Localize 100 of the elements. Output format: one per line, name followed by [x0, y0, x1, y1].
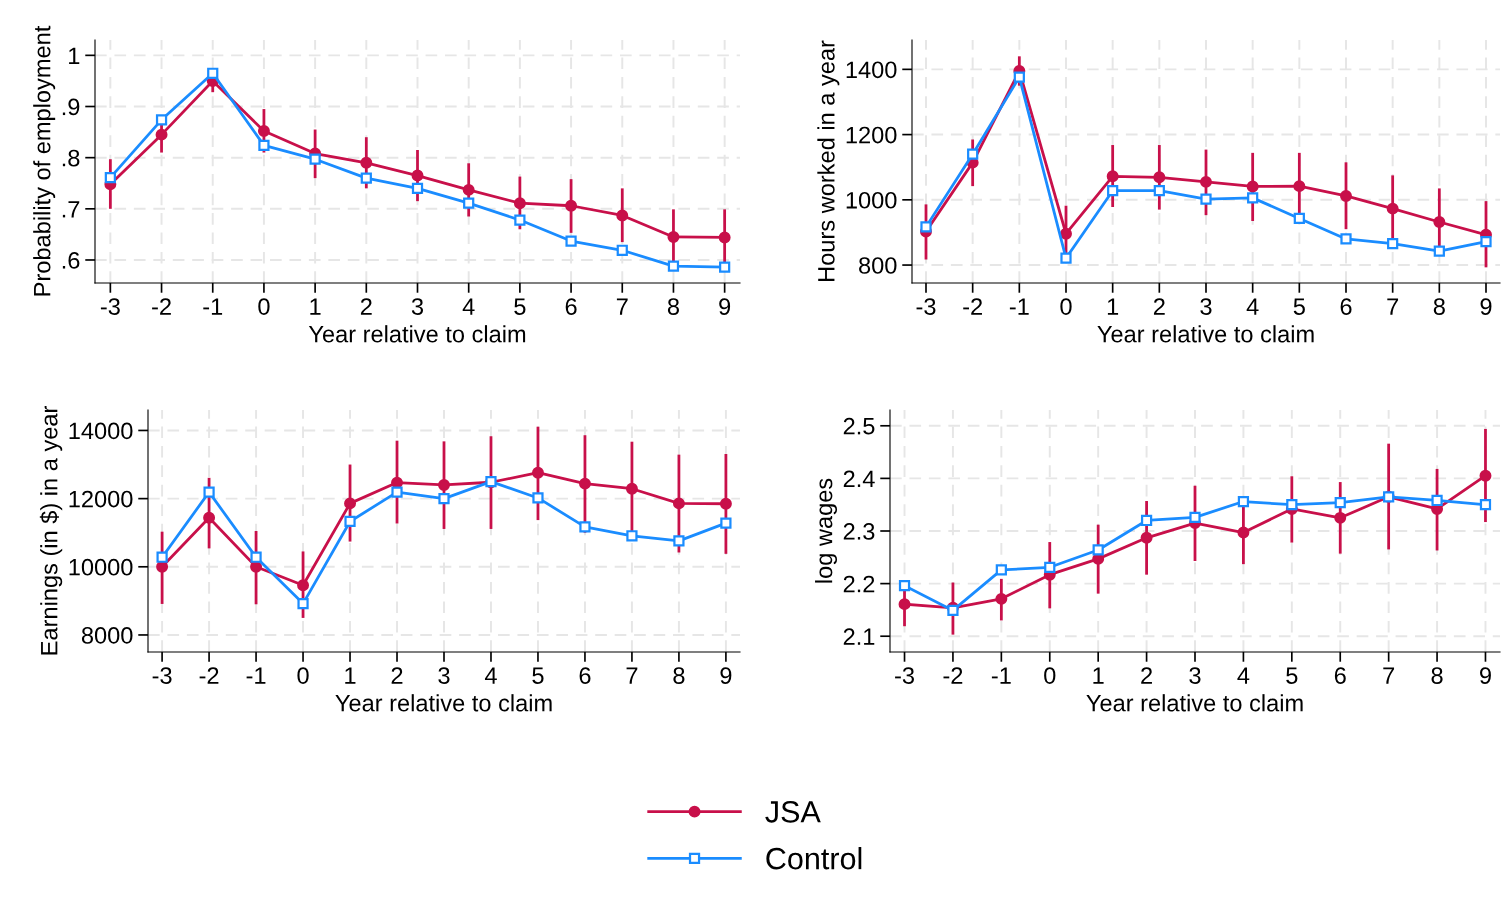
- point: [616, 244, 628, 256]
- point: [297, 579, 310, 592]
- point: [1334, 511, 1347, 524]
- y-axis-title: Hours worked in a year: [817, 40, 840, 281]
- y-tick-label: 2.1: [843, 628, 875, 645]
- y-tick-label: 1000: [846, 191, 897, 209]
- point: [1293, 180, 1306, 193]
- x-tick-label: 4: [462, 298, 475, 315]
- x-tick-label: -2: [152, 298, 171, 315]
- y-tick-label: 14000: [69, 422, 133, 440]
- x-tick-label: -3: [895, 667, 914, 684]
- point: [203, 511, 216, 524]
- point: [463, 197, 475, 209]
- point: [1479, 499, 1492, 511]
- point: [1106, 170, 1119, 183]
- point: [156, 551, 168, 563]
- y-tick-label: .6: [62, 252, 80, 269]
- x-tick-label: 2: [1141, 667, 1152, 684]
- point: [565, 235, 577, 247]
- point: [1433, 216, 1446, 228]
- y-tick-label: 1400: [846, 61, 897, 79]
- x-tick-label: 9: [1480, 298, 1492, 315]
- y-tick-label: 2.2: [843, 575, 875, 593]
- x-axis-title: Year relative to claim: [1086, 694, 1303, 712]
- x-tick-label: -2: [963, 298, 982, 315]
- x-tick-label: -2: [943, 667, 963, 684]
- x-tick-label: 6: [1340, 298, 1352, 315]
- x-tick-label: -3: [100, 298, 120, 315]
- point: [626, 530, 638, 542]
- point: [1189, 511, 1201, 523]
- y-tick-label: 1200: [846, 126, 897, 144]
- point: [1237, 495, 1250, 508]
- point: [513, 197, 526, 210]
- point: [1387, 237, 1399, 250]
- x-tick-label: 8: [1431, 667, 1443, 684]
- point: [1153, 171, 1166, 184]
- x-tick-label: 1: [1093, 667, 1104, 684]
- x-axis-title: Year relative to claim: [308, 325, 526, 343]
- point: [719, 497, 732, 510]
- point: [995, 592, 1008, 605]
- point: [720, 517, 732, 529]
- y-axis-title: Earnings (in $) in a year: [39, 406, 63, 655]
- x-tick-label: 0: [297, 667, 309, 684]
- x-tick-label: 9: [720, 667, 732, 684]
- point: [1153, 185, 1165, 197]
- x-tick-label: 1: [345, 667, 356, 684]
- y-tick-label: 2.5: [843, 417, 875, 435]
- point: [719, 261, 731, 273]
- x-tick-label: 5: [1293, 298, 1305, 315]
- x-tick-label: 3: [1200, 298, 1212, 315]
- point: [898, 598, 911, 611]
- y-tick-label: 800: [859, 257, 897, 274]
- x-axis-title: Year relative to claim: [1097, 325, 1314, 343]
- point: [514, 214, 526, 226]
- x-tick-label: 2: [360, 298, 372, 315]
- point: [438, 493, 450, 505]
- point: [898, 580, 911, 592]
- point: [616, 209, 629, 222]
- y-axis-title: log wages: [815, 478, 838, 583]
- point: [1140, 531, 1153, 544]
- y-tick-label: 1: [69, 47, 80, 64]
- point: [578, 477, 591, 490]
- point: [309, 153, 321, 165]
- point: [625, 482, 638, 495]
- point: [967, 148, 979, 160]
- x-tick-label: -2: [199, 667, 219, 684]
- point: [462, 183, 475, 196]
- legend-label: Control: [766, 847, 862, 870]
- x-axis-title: Year relative to claim: [335, 694, 552, 712]
- point: [391, 486, 403, 498]
- y-axis-title: Probability of employment: [33, 25, 56, 296]
- point: [1340, 189, 1352, 202]
- x-tick-label: 3: [411, 298, 424, 315]
- x-tick-label: 9: [719, 298, 731, 315]
- x-tick-label: 7: [1383, 667, 1395, 684]
- x-tick-label: 1: [1107, 298, 1119, 315]
- x-tick-label: 0: [1060, 298, 1072, 315]
- point: [1200, 175, 1212, 188]
- point: [207, 67, 219, 79]
- point: [1286, 499, 1298, 511]
- point: [438, 479, 450, 491]
- point: [1060, 252, 1072, 264]
- x-tick-label: 2: [1153, 298, 1165, 315]
- x-tick-label: 6: [1334, 667, 1346, 684]
- point: [1246, 180, 1259, 193]
- point: [579, 521, 591, 533]
- x-tick-label: 8: [667, 298, 679, 315]
- point: [1340, 233, 1352, 245]
- x-tick-label: -1: [203, 298, 223, 315]
- x-tick-label: 4: [1237, 667, 1250, 684]
- point: [360, 172, 372, 184]
- point: [1293, 212, 1305, 225]
- point: [1431, 494, 1443, 507]
- y-tick-label: 2.4: [843, 470, 875, 487]
- legend-label: JSA: [765, 801, 821, 823]
- y-tick-label: .9: [62, 98, 80, 116]
- point: [411, 169, 424, 182]
- x-tick-label: 8: [1433, 298, 1445, 315]
- point: [1060, 227, 1072, 240]
- point: [1237, 526, 1250, 539]
